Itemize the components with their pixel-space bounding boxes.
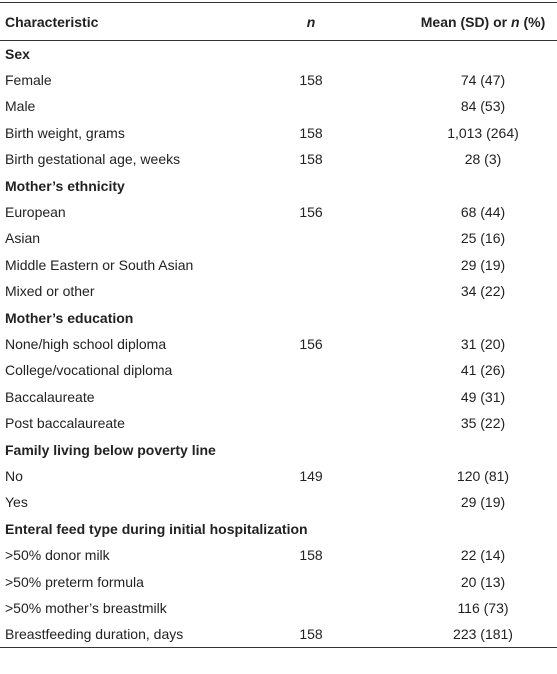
characteristic-cell: >50% donor milk	[5, 547, 110, 564]
table-row: European 156 68 (44)	[0, 199, 557, 225]
section-heading: Sex	[5, 45, 30, 62]
table-header: Characteristic n Mean (SD) or n (%)	[0, 2, 557, 41]
characteristic-cell: >50% preterm formula	[5, 573, 144, 590]
table-row: Male 84 (53)	[0, 93, 557, 119]
characteristic-cell: Breastfeeding duration, days	[5, 626, 184, 643]
n-cell: 158	[299, 547, 323, 564]
table-row: None/high school diploma 156 31 (20)	[0, 331, 557, 357]
n-cell: 156	[299, 204, 323, 221]
n-cell	[262, 384, 360, 410]
table-row: No 149 120 (81)	[0, 463, 557, 489]
characteristic-cell: Asian	[5, 230, 41, 247]
n-cell: 156	[299, 335, 323, 352]
section-heading: Mother’s education	[5, 309, 134, 326]
value-cell: 41 (26)	[460, 362, 506, 379]
n-cell	[262, 489, 360, 515]
value-cell: 223 (181)	[453, 626, 513, 643]
value-cell: 116 (73)	[457, 599, 509, 616]
data-table: Characteristic n Mean (SD) or n (%) Sex F…	[0, 2, 557, 648]
value-cell: 22 (14)	[460, 547, 506, 564]
n-cell	[262, 225, 360, 251]
header-text: (%)	[519, 13, 546, 30]
n-cell: 149	[299, 467, 323, 484]
characteristic-cell: College/vocational diploma	[5, 362, 173, 379]
n-cell	[262, 252, 360, 278]
value-cell: 68 (44)	[460, 204, 506, 221]
section-heading: Mother’s ethnicity	[5, 177, 125, 194]
n-cell	[262, 278, 360, 304]
table-row: Female 158 74 (47)	[0, 67, 557, 93]
header-text: n	[511, 13, 520, 30]
table-row: >50% donor milk 158 22 (14)	[0, 542, 557, 568]
characteristic-cell: Female	[5, 72, 52, 89]
value-cell: 31 (20)	[460, 335, 506, 352]
table-row: Mixed or other 34 (22)	[0, 278, 557, 304]
characteristic-cell: No	[5, 467, 23, 484]
table-row: Family living below poverty line	[0, 436, 557, 462]
table-row: Birth weight, grams 158 1,013 (264)	[0, 120, 557, 146]
value-cell: 35 (22)	[460, 415, 506, 432]
n-cell: 158	[299, 626, 323, 643]
n-cell	[262, 410, 360, 436]
table-row: Baccalaureate 49 (31)	[0, 384, 557, 410]
table-row: Mother’s education	[0, 304, 557, 330]
characteristic-cell: >50% mother’s breastmilk	[5, 599, 167, 616]
characteristic-cell: Male	[5, 98, 36, 115]
table-row: Post baccalaureate 35 (22)	[0, 410, 557, 436]
table-row: Middle Eastern or South Asian 29 (19)	[0, 252, 557, 278]
table-row: >50% mother’s breastmilk 116 (73)	[0, 595, 557, 621]
table-row: Breastfeeding duration, days 158 223 (181)	[0, 621, 557, 648]
section-heading: Family living below poverty line	[5, 441, 216, 458]
value-cell: 20 (13)	[460, 573, 506, 590]
value-cell: 120 (81)	[456, 467, 510, 484]
n-cell: 158	[299, 72, 323, 89]
n-cell	[262, 595, 360, 621]
n-cell: 158	[299, 151, 323, 168]
characteristic-cell: Baccalaureate	[5, 388, 95, 405]
section-heading: Enteral feed type during initial hospita…	[5, 520, 308, 537]
table-row: Sex	[0, 41, 557, 67]
n-cell	[262, 93, 360, 119]
column-header: Mean (SD) or n (%)	[360, 3, 557, 41]
value-cell: 34 (22)	[460, 283, 506, 300]
n-cell: 158	[299, 124, 323, 141]
value-cell: 29 (19)	[460, 494, 506, 511]
table-row: Birth gestational age, weeks 158 28 (3)	[0, 146, 557, 172]
table-body: Sex Female 158 74 (47) Male 84 (53) Birth weig…	[0, 41, 557, 648]
characteristic-cell: Mixed or other	[5, 283, 95, 300]
value-cell: 25 (16)	[460, 230, 506, 247]
value-cell: 28 (3)	[464, 151, 502, 168]
table-row: College/vocational diploma 41 (26)	[0, 357, 557, 383]
characteristic-cell: None/high school diploma	[5, 335, 167, 352]
table-row: Asian 25 (16)	[0, 225, 557, 251]
value-cell: 49 (31)	[460, 388, 506, 405]
column-header: Characteristic	[5, 13, 99, 30]
table-row: Enteral feed type during initial hospita…	[0, 516, 557, 542]
value-cell: 84 (53)	[460, 98, 506, 115]
characteristic-cell: Middle Eastern or South Asian	[5, 256, 194, 273]
characteristic-cell: Yes	[5, 494, 28, 511]
header-text: Mean (SD) or	[420, 13, 511, 30]
characteristic-cell: Birth gestational age, weeks	[5, 151, 181, 168]
n-cell	[262, 568, 360, 594]
characteristic-cell: Birth weight, grams	[5, 124, 125, 141]
value-cell: 29 (19)	[460, 256, 506, 273]
value-cell: 1,013 (264)	[447, 124, 519, 141]
n-cell	[262, 357, 360, 383]
characteristic-cell: European	[5, 204, 66, 221]
value-cell: 74 (47)	[460, 72, 506, 89]
header-row: Characteristic n Mean (SD) or n (%)	[0, 2, 557, 41]
table-row: >50% preterm formula 20 (13)	[0, 568, 557, 594]
table-row: Yes 29 (19)	[0, 489, 557, 515]
column-header: n	[306, 13, 316, 30]
table-row: Mother’s ethnicity	[0, 172, 557, 198]
characteristic-cell: Post baccalaureate	[5, 415, 125, 432]
